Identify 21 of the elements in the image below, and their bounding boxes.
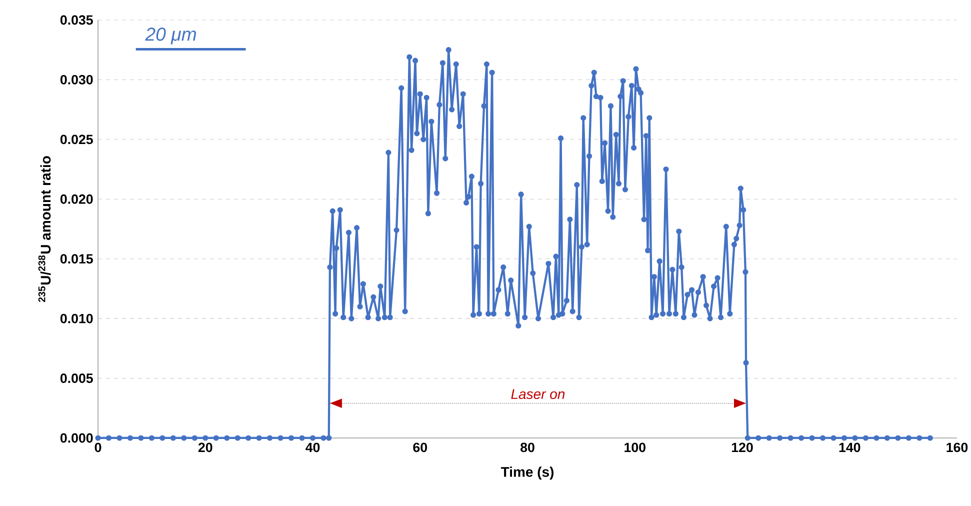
- y-tick-label: 0.035: [60, 15, 93, 25]
- x-tick-label: 60: [413, 442, 428, 452]
- y-tick-label: 0.000: [60, 433, 93, 443]
- y-tick-label: 0.025: [60, 134, 93, 144]
- annotation: 20 μm: [145, 28, 196, 44]
- y-tick-label: 0.020: [60, 194, 93, 204]
- x-tick-label: 140: [839, 442, 860, 452]
- y-axis-title: $^{235}$U/$^{238}$U amount ratio: [38, 156, 51, 302]
- y-tick-label: 0.015: [60, 254, 93, 264]
- x-tick-label: 0: [94, 442, 102, 452]
- x-tick-label: 100: [624, 442, 646, 452]
- x-tick-label: 120: [732, 442, 753, 452]
- x-tick-label: 160: [946, 442, 968, 452]
- x-tick-label: 20: [198, 442, 212, 452]
- annotation: Laser on: [511, 389, 565, 400]
- y-tick-label: 0.010: [60, 314, 93, 324]
- x-tick-label: 40: [306, 442, 320, 452]
- x-axis-title: Time (s): [500, 466, 554, 480]
- x-tick-label: 80: [520, 442, 534, 452]
- y-tick-label: 0.030: [60, 74, 93, 84]
- y-tick-label: 0.005: [60, 374, 93, 383]
